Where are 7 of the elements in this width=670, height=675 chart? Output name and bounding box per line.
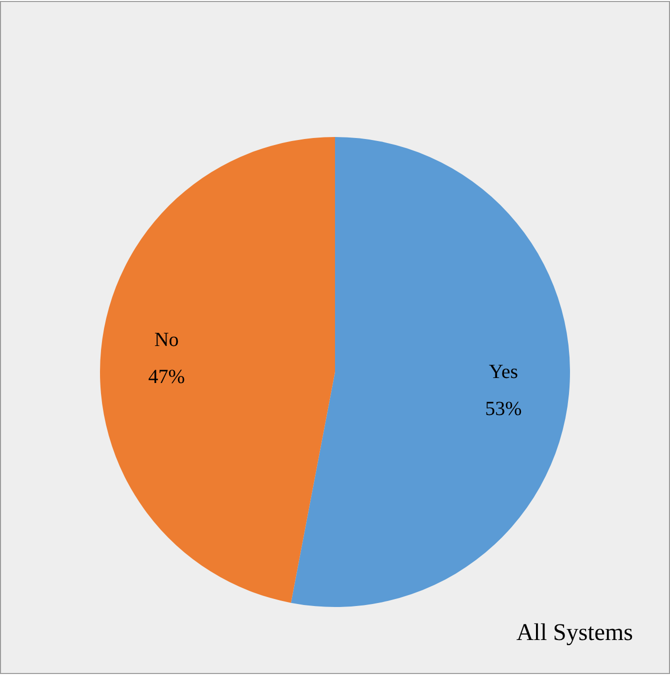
text: All Systems [516, 620, 633, 646]
pie-slice [290, 137, 570, 607]
pie-slice [100, 137, 335, 603]
slice-label: No [154, 329, 179, 352]
data-label: 47% [148, 366, 185, 388]
data-label: 53% [485, 398, 522, 420]
slice-label: Yes [488, 360, 518, 383]
